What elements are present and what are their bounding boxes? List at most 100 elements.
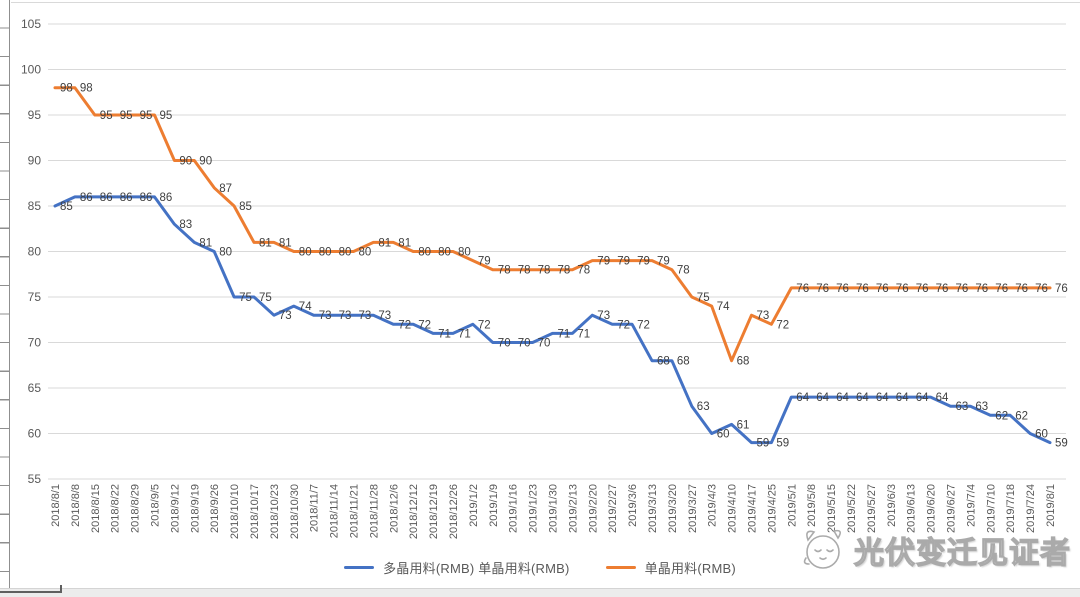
y-axis-tick-label: 85 — [28, 199, 42, 213]
y-axis-tick-label: 105 — [21, 17, 41, 31]
x-axis-tick-label: 2019/4/3 — [707, 484, 719, 527]
data-label: 64 — [936, 392, 949, 404]
data-label: 95 — [120, 110, 133, 122]
legend-label-poly: 多晶用料(RMB) 单晶用料(RMB) — [383, 560, 570, 576]
data-label: 73 — [378, 310, 391, 322]
x-axis-tick-label: 2018/9/26 — [209, 484, 221, 533]
data-label: 76 — [796, 283, 809, 295]
data-label: 98 — [80, 83, 93, 95]
data-label: 76 — [836, 283, 849, 295]
data-label: 73 — [279, 310, 292, 322]
data-label: 76 — [1055, 283, 1068, 295]
chart-legend: 多晶用料(RMB) 单晶用料(RMB) 单晶用料(RMB) — [0, 555, 1080, 579]
data-label: 71 — [577, 328, 590, 340]
x-axis-tick-label: 2018/12/6 — [388, 484, 400, 533]
x-axis-tick-label: 2019/2/13 — [567, 484, 579, 533]
data-label: 70 — [518, 338, 531, 350]
data-label: 64 — [796, 392, 809, 404]
data-label: 76 — [856, 283, 869, 295]
data-label: 60 — [1035, 429, 1048, 441]
data-label: 59 — [1055, 438, 1068, 450]
data-label: 81 — [398, 237, 411, 249]
data-label: 80 — [359, 247, 372, 259]
data-label: 59 — [757, 438, 770, 450]
spreadsheet-border-tick — [60, 585, 62, 593]
data-label: 62 — [995, 410, 1008, 422]
data-label: 71 — [458, 328, 471, 340]
x-axis-tick-label: 2018/9/19 — [189, 484, 201, 533]
data-label: 98 — [60, 83, 73, 95]
legend-item-mono[interactable]: 单晶用料(RMB) — [605, 558, 736, 577]
data-label: 74 — [717, 301, 730, 313]
data-label: 68 — [657, 356, 670, 368]
x-axis-tick-label: 2019/7/4 — [965, 484, 977, 527]
data-label: 78 — [498, 265, 511, 277]
x-axis-tick-label: 2018/11/14 — [329, 484, 341, 538]
x-axis-tick-label: 2018/12/26 — [448, 484, 460, 539]
data-label: 68 — [737, 356, 750, 368]
x-axis-tick-label: 2018/10/10 — [229, 484, 241, 539]
data-label: 79 — [478, 256, 491, 268]
data-label: 59 — [776, 438, 789, 450]
data-label: 63 — [697, 401, 710, 413]
x-axis-tick-label: 2019/3/20 — [667, 484, 679, 533]
data-label: 79 — [657, 256, 670, 268]
x-axis-tick-label: 2018/9/12 — [169, 484, 181, 533]
y-axis-tick-label: 80 — [28, 245, 42, 259]
data-label: 76 — [816, 283, 829, 295]
data-label: 75 — [697, 292, 710, 304]
data-label: 72 — [478, 319, 491, 331]
data-label: 76 — [975, 283, 988, 295]
data-label: 62 — [1015, 410, 1028, 422]
data-label: 76 — [876, 283, 889, 295]
x-axis-tick-label: 2019/2/20 — [587, 484, 599, 533]
data-label: 76 — [1015, 283, 1028, 295]
data-label: 83 — [179, 219, 192, 231]
x-axis-tick-label: 2018/11/28 — [368, 484, 380, 538]
data-label: 95 — [140, 110, 153, 122]
data-label: 95 — [160, 110, 173, 122]
y-axis-tick-label: 70 — [28, 336, 42, 350]
data-label: 76 — [956, 283, 969, 295]
y-axis-tick-label: 60 — [28, 427, 42, 441]
data-label: 86 — [160, 192, 173, 204]
data-label: 72 — [776, 319, 789, 331]
x-axis-tick-label: 2018/12/12 — [408, 484, 420, 539]
data-label: 78 — [558, 265, 571, 277]
data-label: 73 — [757, 310, 770, 322]
x-axis-tick-label: 2018/10/30 — [289, 484, 301, 539]
x-axis-tick-label: 2019/7/10 — [985, 484, 997, 533]
x-axis-tick-label: 2019/7/24 — [1025, 484, 1037, 533]
x-axis-tick-label: 2018/8/22 — [110, 484, 122, 533]
data-label: 76 — [916, 283, 929, 295]
data-label: 80 — [319, 247, 332, 259]
spreadsheet-border-fragment — [0, 591, 62, 593]
data-label: 73 — [319, 310, 332, 322]
data-label: 81 — [378, 237, 391, 249]
x-axis-tick-label: 2019/1/30 — [548, 484, 560, 533]
x-axis-tick-label: 2018/11/21 — [349, 484, 361, 538]
spreadsheet-row-edge — [0, 0, 10, 588]
data-label: 80 — [299, 247, 312, 259]
x-axis-tick-label: 2019/4/25 — [766, 484, 778, 533]
x-axis-tick-label: 2019/5/8 — [806, 484, 818, 527]
data-label: 75 — [239, 292, 252, 304]
data-label: 90 — [199, 156, 212, 168]
x-axis-tick-label: 2019/5/1 — [786, 484, 798, 527]
data-label: 74 — [299, 301, 312, 313]
data-label: 76 — [995, 283, 1008, 295]
data-label: 86 — [100, 192, 113, 204]
data-label: 87 — [219, 183, 232, 195]
y-axis-tick-label: 100 — [21, 63, 41, 77]
data-label: 78 — [518, 265, 531, 277]
x-axis-tick-label: 2019/1/2 — [468, 484, 480, 527]
x-axis-tick-label: 2018/8/8 — [70, 484, 82, 527]
data-label: 70 — [538, 338, 551, 350]
data-label: 95 — [100, 110, 113, 122]
data-label: 80 — [438, 247, 451, 259]
data-label: 64 — [836, 392, 849, 404]
x-axis-tick-label: 2018/8/15 — [90, 484, 102, 533]
legend-item-poly[interactable]: 多晶用料(RMB) 单晶用料(RMB) — [344, 558, 570, 577]
data-label: 79 — [597, 256, 610, 268]
data-label: 90 — [179, 156, 192, 168]
